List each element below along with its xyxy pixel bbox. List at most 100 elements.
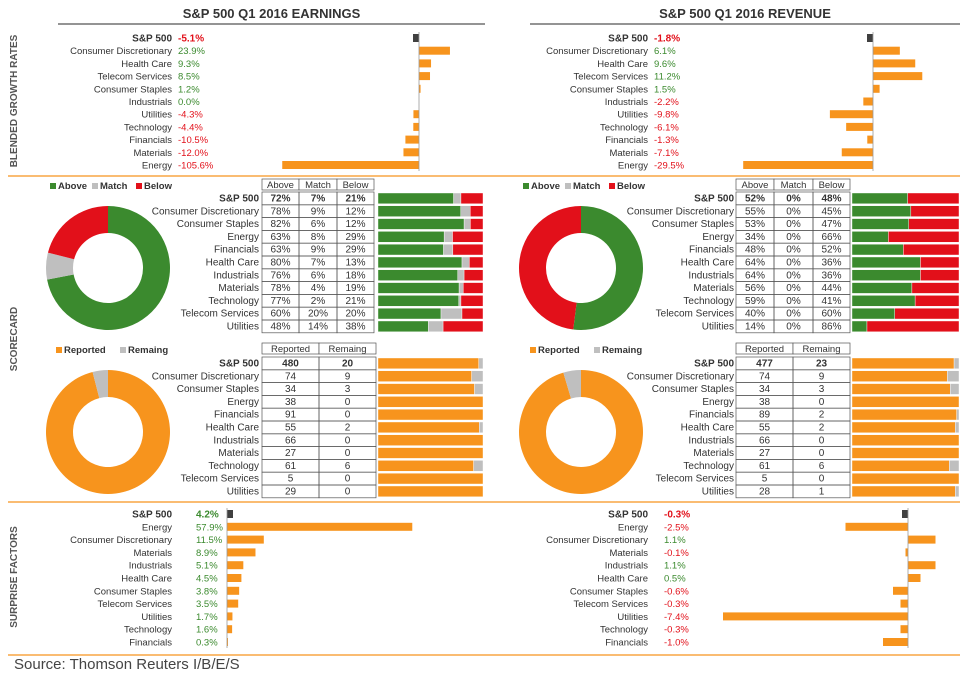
cell-health-care-remaing: 2 [345,423,351,434]
cell-utilities-above: 14% [745,322,765,333]
cell-financials-below: 29% [345,245,365,256]
bar-consumer-staples-reported [851,383,951,395]
row-label-financials: Financials [214,410,259,421]
bar-industrials-reported [377,434,484,446]
cell-consumer-discretionary-above: 55% [745,206,765,217]
category-label-sandp-500: S&P 500 [132,34,172,45]
category-label-technology: Technology [600,122,648,133]
data-label-consumer-discretionary: 23.9% [178,46,205,57]
bar-industrials [908,561,936,570]
row-label-energy: Energy [702,397,734,408]
category-label-industrials: Industrials [129,561,173,572]
cell-sandp-500-above: 52% [745,194,765,205]
bar-consumer-discretionary [873,46,900,55]
bar-technology-above [377,295,460,307]
category-label-sandp-500: S&P 500 [608,34,648,45]
bar-utilities-above [851,320,868,333]
donut-slice-revenue-reported-0 [519,370,643,494]
bar-telecom-services-below [894,308,960,320]
cell-industrials-remaing: 0 [345,435,351,446]
cell-consumer-discretionary-above: 78% [270,206,290,217]
cell-consumer-discretionary-remaing: 9 [345,371,351,382]
cell-energy-reported: 38 [285,397,297,408]
data-label-materials: -7.1% [654,148,679,159]
category-label-materials: Materials [133,548,172,559]
bar-telecom-services-above [851,308,895,320]
legend-label-remaing: Remaing [602,345,642,356]
bar-energy [845,522,908,531]
row-label-consumer-staples: Consumer Staples [177,384,259,395]
data-label-health-care: 0.5% [664,574,686,585]
cell-health-care-reported: 55 [759,423,771,434]
bar-technology-below [914,295,960,307]
cell-industrials-reported: 66 [285,435,297,446]
row-label-materials: Materials [693,283,734,294]
cell-technology-above: 77% [270,296,290,307]
category-label-energy: Energy [142,522,172,533]
bar-chart-earnings-surprise: S&P 500 4.2% Energy 57.9% Consumer Discretio… [70,508,413,649]
bar-financials-below [452,243,484,256]
bar-sandp-500-above [377,192,454,205]
data-label-energy: -2.5% [664,522,689,533]
cell-telecom-services-below: 20% [345,309,365,320]
category-label-telecom-services: Telecom Services [98,599,173,610]
cell-technology-above: 59% [745,296,765,307]
category-label-utilities: Utilities [617,110,648,121]
cell-industrials-above: 76% [270,270,290,281]
row-label-financials: Financials [689,410,734,421]
cell-consumer-staples-below: 47% [821,219,841,230]
bar-energy [227,522,413,531]
cell-industrials-remaing: 0 [819,435,825,446]
data-label-consumer-discretionary: 6.1% [654,46,676,57]
row-label-consumer-discretionary: Consumer Discretionary [627,206,734,217]
bar-financials [867,135,873,144]
bar-consumer-staples-below [470,218,484,230]
cell-energy-above: 63% [270,232,290,243]
bar-sandp-500-reported [377,357,480,370]
cell-technology-remaing: 6 [345,461,351,472]
bar-technology [846,122,873,131]
data-label-sandp-500: 4.2% [196,510,219,521]
bar-utilities-below [442,320,484,333]
column-header-below: Below [343,180,369,191]
legend-label-below: Below [617,181,646,192]
cell-materials-reported: 27 [285,448,297,459]
bar-energy-below [452,231,484,243]
cell-consumer-staples-above: 82% [270,219,290,230]
bar-financials-match [443,243,454,256]
bar-health-care-reported [377,421,480,434]
row-label-utilities: Utilities [702,322,734,333]
bar-health-care [873,59,916,68]
row-label-technology: Technology [683,461,734,472]
legend-label-match: Match [100,181,128,192]
cell-financials-above: 63% [270,245,290,256]
data-label-financials: -1.0% [664,638,689,649]
cell-technology-below: 41% [821,296,841,307]
cell-materials-reported: 27 [759,448,771,459]
legend-label-reported: Reported [64,345,106,356]
row-label-energy: Energy [702,232,734,243]
donut-earnings-reported [45,370,170,495]
cell-consumer-discretionary-below: 12% [345,206,365,217]
row-label-telecom-services: Telecom Services [181,309,259,320]
bar-technology-remaing [473,460,484,472]
cell-telecom-services-reported: 5 [288,474,294,485]
cell-utilities-reported: 29 [285,487,297,498]
row-label-industrials: Industrials [213,270,259,281]
row-label-materials: Materials [693,448,734,459]
bar-consumer-staples [227,586,240,595]
cell-materials-above: 56% [745,283,765,294]
bar-health-care-remaing [479,421,484,434]
bar-chart-revenue-surprise: S&P 500 -0.3% Energy -2.5% Consumer Discreti… [546,508,936,649]
cell-materials-below: 44% [821,283,841,294]
category-label-materials: Materials [609,148,648,159]
bar-utilities-reported [377,485,484,498]
cell-sandp-500-remaing: 23 [816,359,828,370]
legend-label-above: Above [531,181,560,192]
category-label-health-care: Health Care [121,59,172,70]
bar-utilities [413,110,419,119]
row-label-materials: Materials [218,283,259,294]
data-label-utilities: -4.3% [178,110,203,121]
cell-consumer-staples-remaing: 3 [819,384,825,395]
cell-financials-reported: 89 [759,410,771,421]
